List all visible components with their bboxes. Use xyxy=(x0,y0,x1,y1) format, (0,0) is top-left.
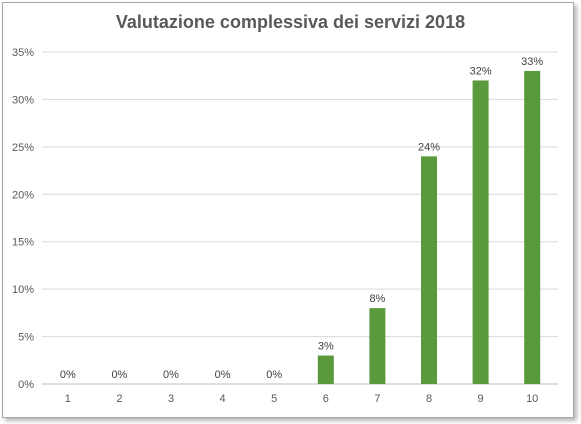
x-tick-label: 6 xyxy=(323,393,329,405)
bar xyxy=(317,355,334,384)
data-label: 0% xyxy=(111,369,127,381)
x-tick-label: 3 xyxy=(168,393,174,405)
x-tick-label: 1 xyxy=(65,393,71,405)
data-label: 33% xyxy=(521,56,543,68)
y-axis-ticks: 0% 5% 10% 15% 20% 25% 30% 35% xyxy=(12,47,34,391)
x-tick-label: 2 xyxy=(116,393,122,405)
x-tick-label: 9 xyxy=(478,393,484,405)
data-labels: 0% 0% 0% 0% 0% 3% 8% 24% 32% 33% xyxy=(60,56,544,381)
chart-title: Valutazione complessiva dei servizi 2018 xyxy=(115,12,466,32)
bar xyxy=(369,308,386,384)
bar xyxy=(524,70,541,384)
x-axis-ticks: 1 2 3 4 5 6 7 8 9 10 xyxy=(65,393,539,405)
bar xyxy=(472,80,489,384)
y-tick-label: 20% xyxy=(12,189,34,201)
data-label: 32% xyxy=(470,65,492,77)
x-tick-label: 7 xyxy=(374,393,380,405)
x-tick-label: 10 xyxy=(526,393,538,405)
data-label: 8% xyxy=(369,293,385,305)
y-tick-label: 25% xyxy=(12,142,34,154)
y-tick-label: 30% xyxy=(12,94,34,106)
data-label: 24% xyxy=(418,141,440,153)
y-tick-label: 5% xyxy=(18,332,34,344)
data-label: 0% xyxy=(266,369,282,381)
data-label: 0% xyxy=(60,369,76,381)
bar xyxy=(421,156,437,384)
x-tick-label: 4 xyxy=(220,393,226,405)
bars xyxy=(317,70,541,384)
gridlines xyxy=(42,51,558,385)
data-label: 0% xyxy=(163,369,179,381)
x-tick-label: 8 xyxy=(426,393,432,405)
x-tick-label: 5 xyxy=(271,393,277,405)
y-tick-label: 15% xyxy=(12,237,34,249)
data-label: 3% xyxy=(318,341,334,353)
y-tick-label: 10% xyxy=(12,284,34,296)
data-label: 0% xyxy=(215,369,231,381)
y-tick-label: 0% xyxy=(18,379,34,391)
y-tick-label: 35% xyxy=(12,47,34,59)
